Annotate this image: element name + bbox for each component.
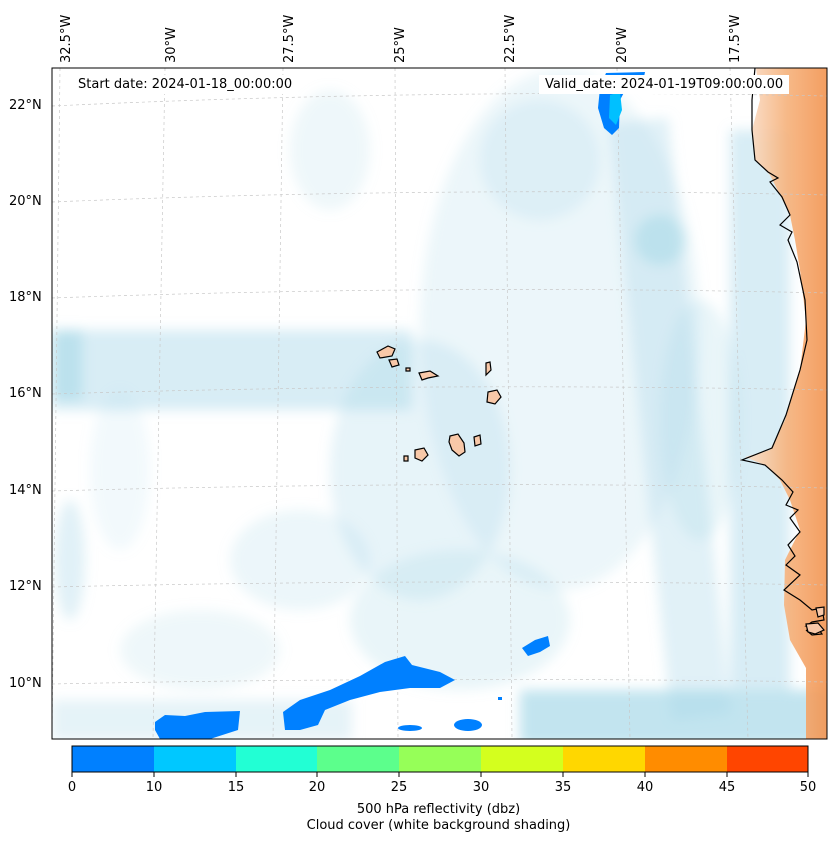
colorbar-tick-25: 25 <box>390 780 408 795</box>
colorbar-tick-40: 40 <box>636 780 654 795</box>
lon-label-17-5w: 17.5°W <box>728 14 743 63</box>
lon-label-22-5w: 22.5°W <box>503 14 518 63</box>
lat-label-22n: 22°N <box>9 98 42 113</box>
colorbar-segment-3 <box>317 746 399 772</box>
map-axes-frame <box>51 67 828 740</box>
colorbar-tick-35: 35 <box>554 780 572 795</box>
colorbar <box>71 745 809 777</box>
colorbar-segment-2 <box>236 746 317 772</box>
colorbar-segment-0 <box>72 746 154 772</box>
colorbar-segment-6 <box>563 746 645 772</box>
lat-label-16n: 16°N <box>9 386 42 401</box>
colorbar-tick-0: 0 <box>67 780 77 795</box>
start-date-label: Start date: 2024-01-18_00:00:00 <box>72 75 299 94</box>
lat-label-12n: 12°N <box>9 579 42 594</box>
lon-label-20w: 20°W <box>615 27 630 63</box>
graticule <box>52 68 827 739</box>
cloud-cover-shading <box>52 70 827 739</box>
colorbar-segment-5 <box>481 746 563 772</box>
colorbar-tick-30: 30 <box>472 780 490 795</box>
colorbar-segment-4 <box>399 746 481 772</box>
lon-label-25w: 25°W <box>393 27 408 63</box>
lon-label-27-5w: 27.5°W <box>282 14 297 63</box>
lat-label-18n: 18°N <box>9 290 42 305</box>
lat-label-14n: 14°N <box>9 483 42 498</box>
lat-label-10n: 10°N <box>9 676 42 691</box>
colorbar-tick-15: 15 <box>227 780 245 795</box>
colorbar-label-reflectivity: 500 hPa reflectivity (dbz) <box>356 802 521 817</box>
islands <box>376 345 825 635</box>
colorbar-tick-45: 45 <box>718 780 736 795</box>
lon-label-32-5w: 32.5°W <box>59 14 74 63</box>
colorbar-segment-8 <box>727 746 808 772</box>
land-surface-shading <box>745 68 827 739</box>
valid-date-label: Valid_date: 2024-01-19T09:00:00.00 <box>539 75 790 94</box>
colorbar-label-cloud-cover: Cloud cover (white background shading) <box>306 818 571 833</box>
colorbar-segment-1 <box>154 746 236 772</box>
reflectivity-field <box>155 72 645 739</box>
lon-label-30w: 30°W <box>164 27 179 63</box>
colorbar-segment-7 <box>645 746 727 772</box>
colorbar-tick-10: 10 <box>145 780 163 795</box>
colorbar-tick-20: 20 <box>308 780 326 795</box>
lat-label-20n: 20°N <box>9 194 42 209</box>
colorbar-tick-50: 50 <box>799 780 817 795</box>
